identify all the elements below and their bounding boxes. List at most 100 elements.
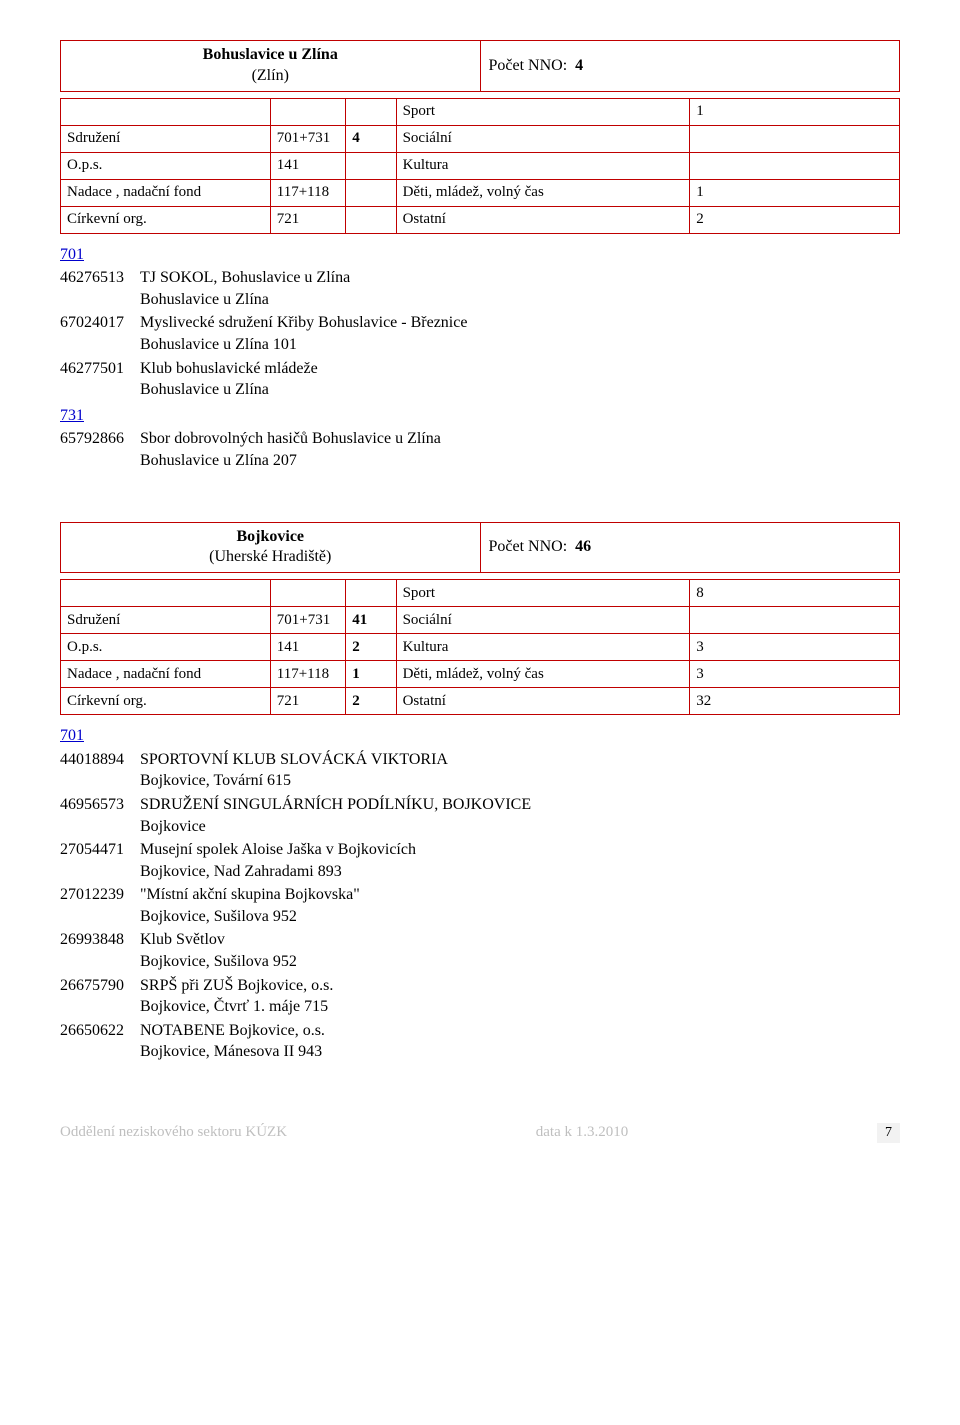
org-id: 46956573 (60, 794, 140, 837)
cell-label: Církevní org. (61, 206, 271, 233)
cell-n1 (346, 206, 396, 233)
section-subtitle: (Zlín) (252, 67, 289, 84)
org-entry: 26650622NOTABENE Bojkovice, o.s.Bojkovic… (60, 1020, 900, 1063)
org-address: Bojkovice, Nad Zahradami 893 (140, 861, 900, 883)
table-row: O.p.s.141Kultura (61, 152, 900, 179)
table-row: Sdružení701+73141Sociální (61, 607, 900, 634)
cell-label (61, 98, 271, 125)
category-grid: Sport8Sdružení701+73141SociálníO.p.s.141… (60, 579, 900, 715)
cell-n1: 4 (346, 125, 396, 152)
section-title: Bojkovice (236, 528, 304, 545)
section-title-cell: Bohuslavice u Zlína (Zlín) (61, 41, 481, 92)
org-address: Bojkovice, Čtvrť 1. máje 715 (140, 996, 900, 1018)
cell-cat: Sport (396, 98, 690, 125)
cell-n2: 3 (690, 634, 900, 661)
group-code-link[interactable]: 701 (60, 725, 900, 747)
org-name: Klub Světlov (140, 929, 900, 951)
cell-label: Církevní org. (61, 688, 271, 715)
category-grid: Sport1Sdružení701+7314SociálníO.p.s.141K… (60, 98, 900, 234)
org-address: Bojkovice, Tovární 615 (140, 770, 900, 792)
org-id: 65792866 (60, 428, 140, 471)
org-name: NOTABENE Bojkovice, o.s. (140, 1020, 900, 1042)
org-id: 26650622 (60, 1020, 140, 1063)
cell-cat: Sport (396, 580, 690, 607)
table-row: Nadace , nadační fond117+118Děti, mládež… (61, 179, 900, 206)
cell-n1: 2 (346, 688, 396, 715)
cell-cat: Kultura (396, 152, 690, 179)
table-row: Nadace , nadační fond117+1181Děti, mláde… (61, 661, 900, 688)
org-name: Klub bohuslavické mládeže (140, 358, 900, 380)
count-label: Počet NNO: (489, 57, 568, 74)
group-code-link[interactable]: 701 (60, 244, 900, 266)
cell-code: 721 (270, 688, 346, 715)
cell-n1 (346, 98, 396, 125)
cell-label: Nadace , nadační fond (61, 661, 271, 688)
cell-label (61, 580, 271, 607)
section-header-table: Bohuslavice u Zlína (Zlín) Počet NNO: 4 (60, 40, 900, 92)
cell-code: 701+731 (270, 607, 346, 634)
cell-n2: 1 (690, 179, 900, 206)
cell-label: O.p.s. (61, 634, 271, 661)
table-row: Sdružení701+7314Sociální (61, 125, 900, 152)
org-id: 46276513 (60, 267, 140, 310)
cell-n2 (690, 607, 900, 634)
org-name: Musejní spolek Aloise Jaška v Bojkovicíc… (140, 839, 900, 861)
table-row: Církevní org.7212Ostatní32 (61, 688, 900, 715)
cell-code: 117+118 (270, 661, 346, 688)
section: Bojkovice(Uherské Hradiště)Počet NNO: 46… (60, 522, 900, 1064)
org-name: Sbor dobrovolných hasičů Bohuslavice u Z… (140, 428, 900, 450)
cell-cat: Ostatní (396, 688, 690, 715)
table-row: Církevní org.721Ostatní2 (61, 206, 900, 233)
cell-n2 (690, 152, 900, 179)
cell-n1: 41 (346, 607, 396, 634)
org-entry: 46276513TJ SOKOL, Bohuslavice u ZlínaBoh… (60, 267, 900, 310)
table-row: Sport8 (61, 580, 900, 607)
group-code-link[interactable]: 731 (60, 405, 900, 427)
org-entry: 67024017Myslivecké sdružení Křiby Bohusl… (60, 312, 900, 355)
cell-cat: Sociální (396, 125, 690, 152)
section-count-cell: Počet NNO: 46 (480, 522, 900, 573)
org-entry: 26675790SRPŠ při ZUŠ Bojkovice, o.s.Bojk… (60, 975, 900, 1018)
org-entry: 26993848Klub SvětlovBojkovice, Sušilova … (60, 929, 900, 972)
org-entry: 46277501Klub bohuslavické mládežeBohusla… (60, 358, 900, 401)
org-address: Bojkovice, Mánesova II 943 (140, 1041, 900, 1063)
cell-cat: Děti, mládež, volný čas (396, 179, 690, 206)
cell-n2: 1 (690, 98, 900, 125)
section-count-cell: Počet NNO: 4 (480, 41, 900, 92)
footer-page-number: 7 (877, 1123, 900, 1143)
org-id: 44018894 (60, 749, 140, 792)
cell-n2 (690, 125, 900, 152)
page-footer: Oddělení neziskového sektoru KÚZK data k… (60, 1123, 900, 1143)
org-entry: 65792866Sbor dobrovolných hasičů Bohusla… (60, 428, 900, 471)
cell-n1 (346, 179, 396, 206)
cell-n2: 2 (690, 206, 900, 233)
cell-label: Sdružení (61, 607, 271, 634)
org-listing: 70144018894SPORTOVNÍ KLUB SLOVÁCKÁ VIKTO… (60, 725, 900, 1063)
section: Bohuslavice u Zlína(Zlín)Počet NNO: 4Spo… (60, 40, 900, 472)
org-address: Bojkovice (140, 816, 900, 838)
cell-n1: 1 (346, 661, 396, 688)
org-id: 27012239 (60, 884, 140, 927)
org-address: Bohuslavice u Zlína 101 (140, 334, 900, 356)
org-id: 46277501 (60, 358, 140, 401)
cell-cat: Ostatní (396, 206, 690, 233)
section-title: Bohuslavice u Zlína (203, 46, 338, 63)
cell-label: O.p.s. (61, 152, 271, 179)
org-entry: 27012239"Místní akční skupina Bojkovska"… (60, 884, 900, 927)
org-entry: 44018894SPORTOVNÍ KLUB SLOVÁCKÁ VIKTORIA… (60, 749, 900, 792)
org-name: Myslivecké sdružení Křiby Bohuslavice - … (140, 312, 900, 334)
org-name: SRPŠ při ZUŠ Bojkovice, o.s. (140, 975, 900, 997)
org-address: Bohuslavice u Zlína (140, 379, 900, 401)
cell-label: Sdružení (61, 125, 271, 152)
count-label: Počet NNO: (489, 538, 568, 555)
org-entry: 46956573SDRUŽENÍ SINGULÁRNÍCH PODÍLNÍKU,… (60, 794, 900, 837)
cell-code: 141 (270, 634, 346, 661)
cell-n2: 3 (690, 661, 900, 688)
org-id: 27054471 (60, 839, 140, 882)
count-value: 4 (575, 57, 583, 74)
count-value: 46 (575, 538, 591, 555)
org-entry: 27054471Musejní spolek Aloise Jaška v Bo… (60, 839, 900, 882)
cell-n2: 32 (690, 688, 900, 715)
org-address: Bojkovice, Sušilova 952 (140, 951, 900, 973)
org-id: 26993848 (60, 929, 140, 972)
